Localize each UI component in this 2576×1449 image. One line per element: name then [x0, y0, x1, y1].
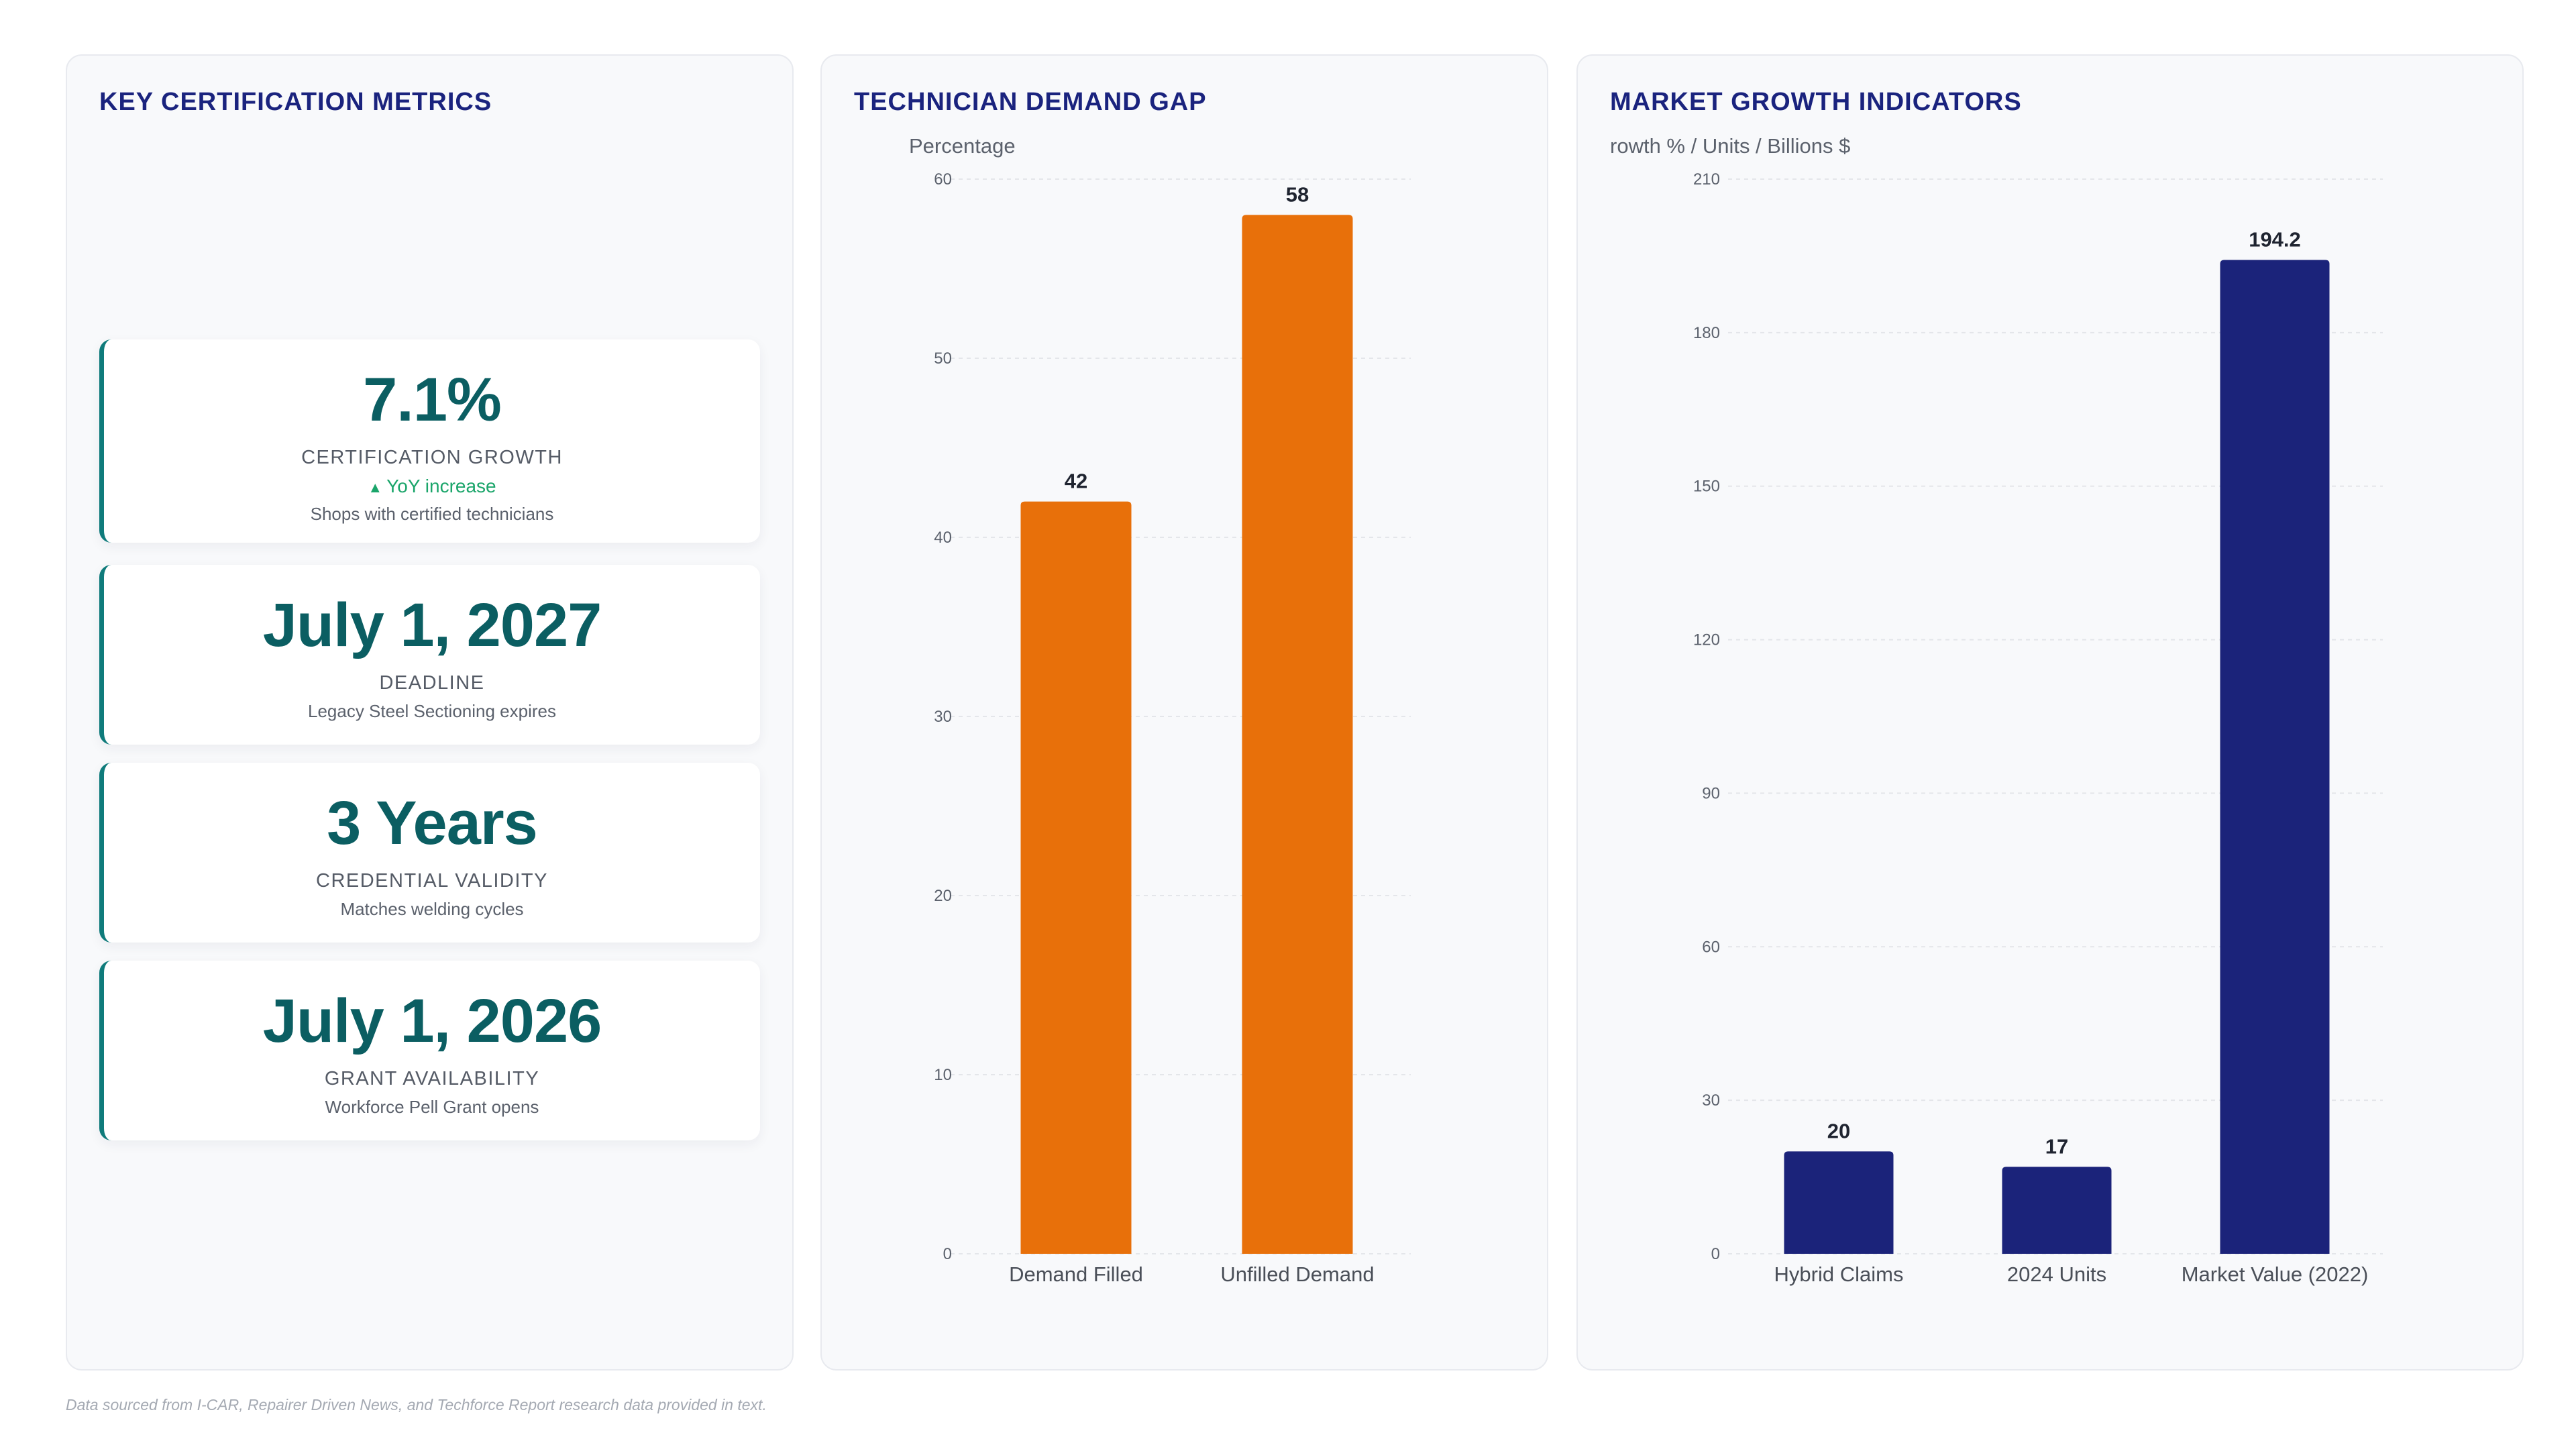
- metric-label: GRANT AVAILABILITY: [324, 1068, 540, 1089]
- metrics-panel: KEY CERTIFICATION METRICS 7.1% CERTIFICA…: [66, 54, 794, 1371]
- bar: [2220, 260, 2330, 1254]
- bar: [2002, 1167, 2112, 1254]
- y-tick-label: 20: [934, 887, 952, 905]
- metric-card-credential-validity: 3 Years CREDENTIAL VALIDITY Matches weld…: [99, 763, 760, 943]
- metric-description: Workforce Pell Grant opens: [325, 1097, 539, 1117]
- x-category-label: Hybrid Claims: [1774, 1263, 1904, 1286]
- metric-card-certification-growth: 7.1% CERTIFICATION GROWTH ▲ YoY increase …: [99, 339, 760, 543]
- y-tick-label: 60: [1702, 938, 1720, 956]
- metric-card-deadline: July 1, 2027 DEADLINE Legacy Steel Secti…: [99, 565, 760, 745]
- demand-gap-panel: TECHNICIAN DEMAND GAP Percentage 0 10 20 30 4…: [820, 54, 1548, 1371]
- y-tick-label: 0: [943, 1245, 952, 1263]
- data-source-footnote: Data sourced from I-CAR, Repairer Driven…: [66, 1396, 767, 1413]
- x-category-label: Market Value (2022): [2182, 1263, 2369, 1286]
- y-axis-label: rowth % / Units / Billions $: [1610, 134, 1850, 158]
- market-growth-bar-chart: rowth % / Units / Billions $ 0 30 60 90 120 15…: [1610, 134, 2383, 1286]
- metrics-panel-title: KEY CERTIFICATION METRICS: [99, 88, 492, 116]
- metric-card-grant-availability: July 1, 2026 GRANT AVAILABILITY Workforc…: [99, 961, 760, 1140]
- metric-value: July 1, 2026: [262, 987, 602, 1055]
- metric-label: DEADLINE: [379, 672, 485, 694]
- data-label: 58: [1286, 182, 1309, 206]
- metric-value: July 1, 2027: [262, 591, 602, 659]
- market-growth-chart-title: MARKET GROWTH INDICATORS: [1610, 88, 2022, 116]
- metric-description: Shops with certified technicians: [310, 504, 554, 524]
- y-tick-label: 10: [934, 1066, 952, 1084]
- y-tick-label: 60: [934, 170, 952, 189]
- y-tick-label: 120: [1693, 631, 1720, 649]
- y-tick-label: 30: [934, 708, 952, 726]
- y-tick-label: 40: [934, 529, 952, 547]
- metric-trend: ▲ YoY increase: [104, 476, 760, 497]
- x-category-label: 2024 Units: [2007, 1263, 2106, 1286]
- y-tick-label: 30: [1702, 1091, 1720, 1110]
- metric-value: 7.1%: [363, 366, 502, 434]
- y-axis-label: Percentage: [909, 134, 1016, 158]
- demand-gap-chart-title: TECHNICIAN DEMAND GAP: [854, 88, 1207, 116]
- y-tick-label: 150: [1693, 478, 1720, 496]
- bar: [1020, 501, 1132, 1254]
- trend-up-icon: ▲: [368, 479, 383, 496]
- y-tick-label: 210: [1693, 170, 1720, 189]
- data-label: 194.2: [2249, 228, 2301, 252]
- y-tick-label: 180: [1693, 324, 1720, 342]
- x-category-label: Demand Filled: [1009, 1263, 1143, 1286]
- data-label: 20: [1827, 1119, 1850, 1142]
- metric-label: CREDENTIAL VALIDITY: [316, 870, 548, 892]
- bar: [1242, 215, 1353, 1254]
- bar: [1784, 1151, 1894, 1254]
- demand-gap-bar-chart: Percentage 0 10 20 30 40 50 60 42 Demand Filled 58…: [909, 134, 1411, 1286]
- data-label: 42: [1065, 470, 1087, 493]
- market-growth-panel: MARKET GROWTH INDICATORS rowth % / Units…: [1576, 54, 2524, 1371]
- metric-value: 3 Years: [327, 789, 538, 857]
- y-tick-label: 50: [934, 350, 952, 368]
- metric-label: CERTIFICATION GROWTH: [301, 447, 563, 468]
- x-category-label: Unfilled Demand: [1220, 1263, 1374, 1286]
- metric-trend-text: YoY increase: [386, 476, 496, 496]
- metric-description: Legacy Steel Sectioning expires: [307, 701, 556, 721]
- data-label: 17: [2045, 1134, 2068, 1158]
- metric-description: Matches welding cycles: [340, 899, 524, 919]
- y-tick-label: 0: [1711, 1245, 1720, 1263]
- y-tick-label: 90: [1702, 784, 1720, 802]
